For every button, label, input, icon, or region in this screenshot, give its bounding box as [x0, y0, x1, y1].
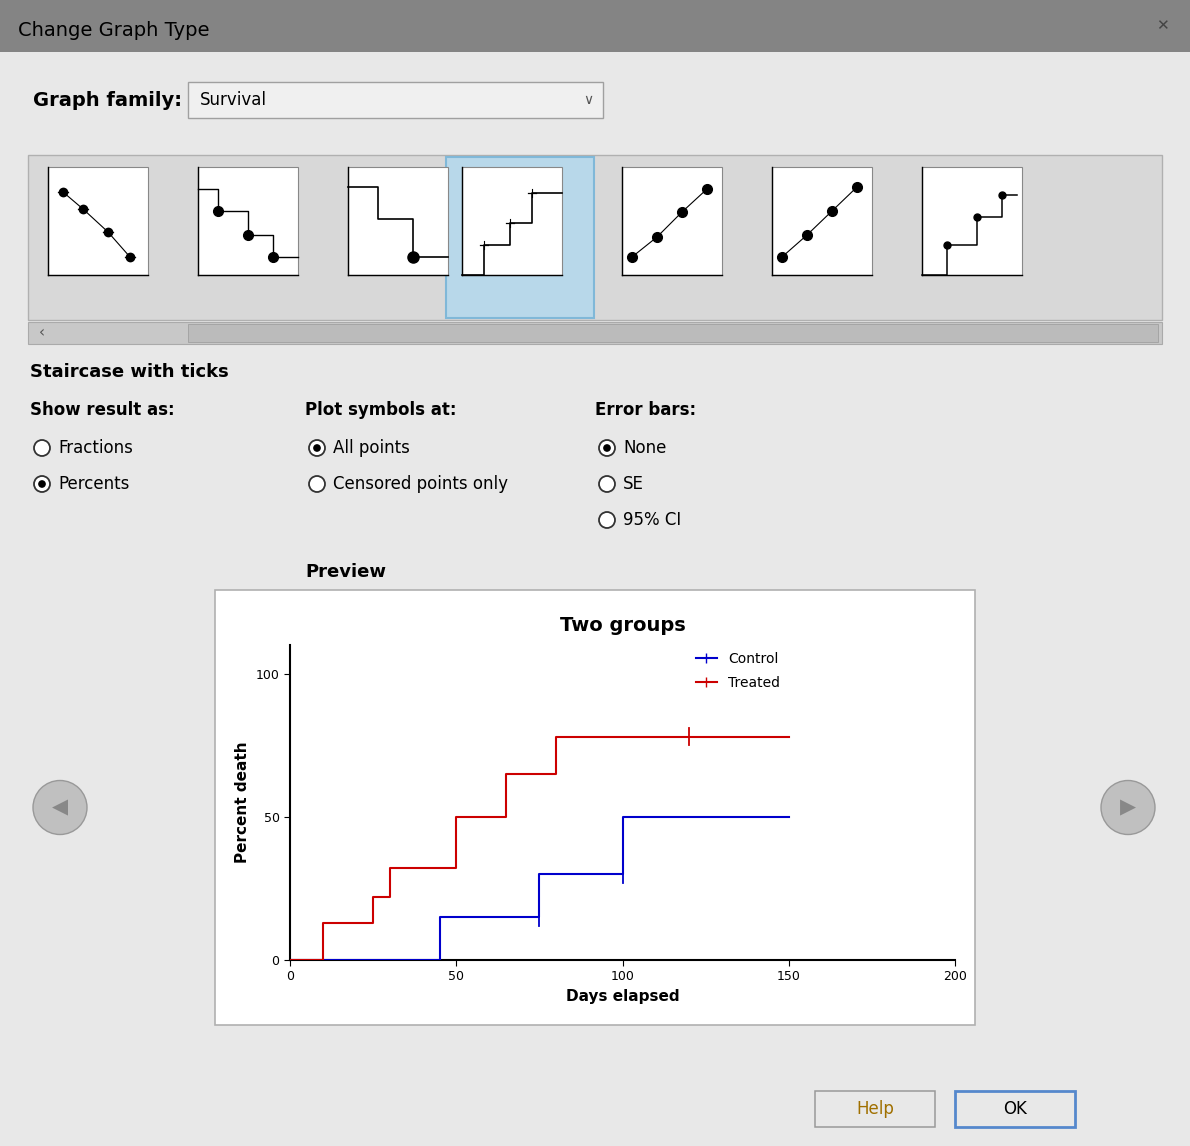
Y-axis label: Percent death: Percent death: [236, 741, 250, 863]
Text: Survival: Survival: [200, 91, 267, 109]
Text: Show result as:: Show result as:: [30, 401, 175, 419]
Circle shape: [599, 512, 615, 528]
Text: Help: Help: [856, 1100, 894, 1118]
Text: SE: SE: [624, 474, 644, 493]
Text: ‹: ‹: [39, 325, 45, 340]
Circle shape: [35, 440, 50, 456]
Circle shape: [309, 476, 325, 492]
Text: Plot symbols at:: Plot symbols at:: [305, 401, 457, 419]
Title: Two groups: Two groups: [559, 617, 685, 635]
Legend: Control, Treated: Control, Treated: [696, 652, 779, 690]
Bar: [188, 324, 1158, 342]
Bar: [772, 167, 872, 275]
Text: ›: ›: [1145, 325, 1151, 340]
Bar: [188, 83, 603, 118]
Bar: [462, 167, 562, 275]
Circle shape: [35, 476, 50, 492]
Circle shape: [33, 780, 87, 834]
Text: ▶: ▶: [1120, 798, 1136, 817]
Text: Fractions: Fractions: [58, 439, 133, 457]
Text: Censored points only: Censored points only: [333, 474, 508, 493]
Circle shape: [38, 480, 46, 488]
Bar: [29, 322, 1161, 344]
Bar: [922, 167, 1022, 275]
Bar: [198, 167, 298, 275]
X-axis label: Days elapsed: Days elapsed: [565, 989, 679, 1004]
Text: Staircase with ticks: Staircase with ticks: [30, 363, 228, 380]
Bar: [815, 1091, 935, 1127]
Bar: [215, 590, 975, 1025]
Circle shape: [313, 445, 321, 452]
Text: Preview: Preview: [305, 563, 386, 581]
Text: ∨: ∨: [583, 93, 593, 107]
Text: ◀: ◀: [52, 798, 68, 817]
Bar: [0, 0, 1190, 52]
Circle shape: [599, 440, 615, 456]
Bar: [446, 157, 594, 317]
Text: Change Graph Type: Change Graph Type: [18, 21, 209, 39]
Text: ✕: ✕: [1155, 18, 1169, 33]
Circle shape: [309, 440, 325, 456]
Text: 95% CI: 95% CI: [624, 511, 681, 529]
Bar: [622, 167, 722, 275]
Text: Percents: Percents: [58, 474, 130, 493]
Circle shape: [599, 476, 615, 492]
Text: OK: OK: [1003, 1100, 1027, 1118]
Bar: [48, 167, 148, 275]
Circle shape: [1101, 780, 1155, 834]
Text: None: None: [624, 439, 666, 457]
Circle shape: [603, 445, 610, 452]
Bar: [347, 167, 447, 275]
Bar: [956, 1091, 1075, 1127]
Text: Graph family:: Graph family:: [33, 91, 182, 110]
Bar: [29, 155, 1161, 320]
Text: All points: All points: [333, 439, 409, 457]
Text: Error bars:: Error bars:: [595, 401, 696, 419]
